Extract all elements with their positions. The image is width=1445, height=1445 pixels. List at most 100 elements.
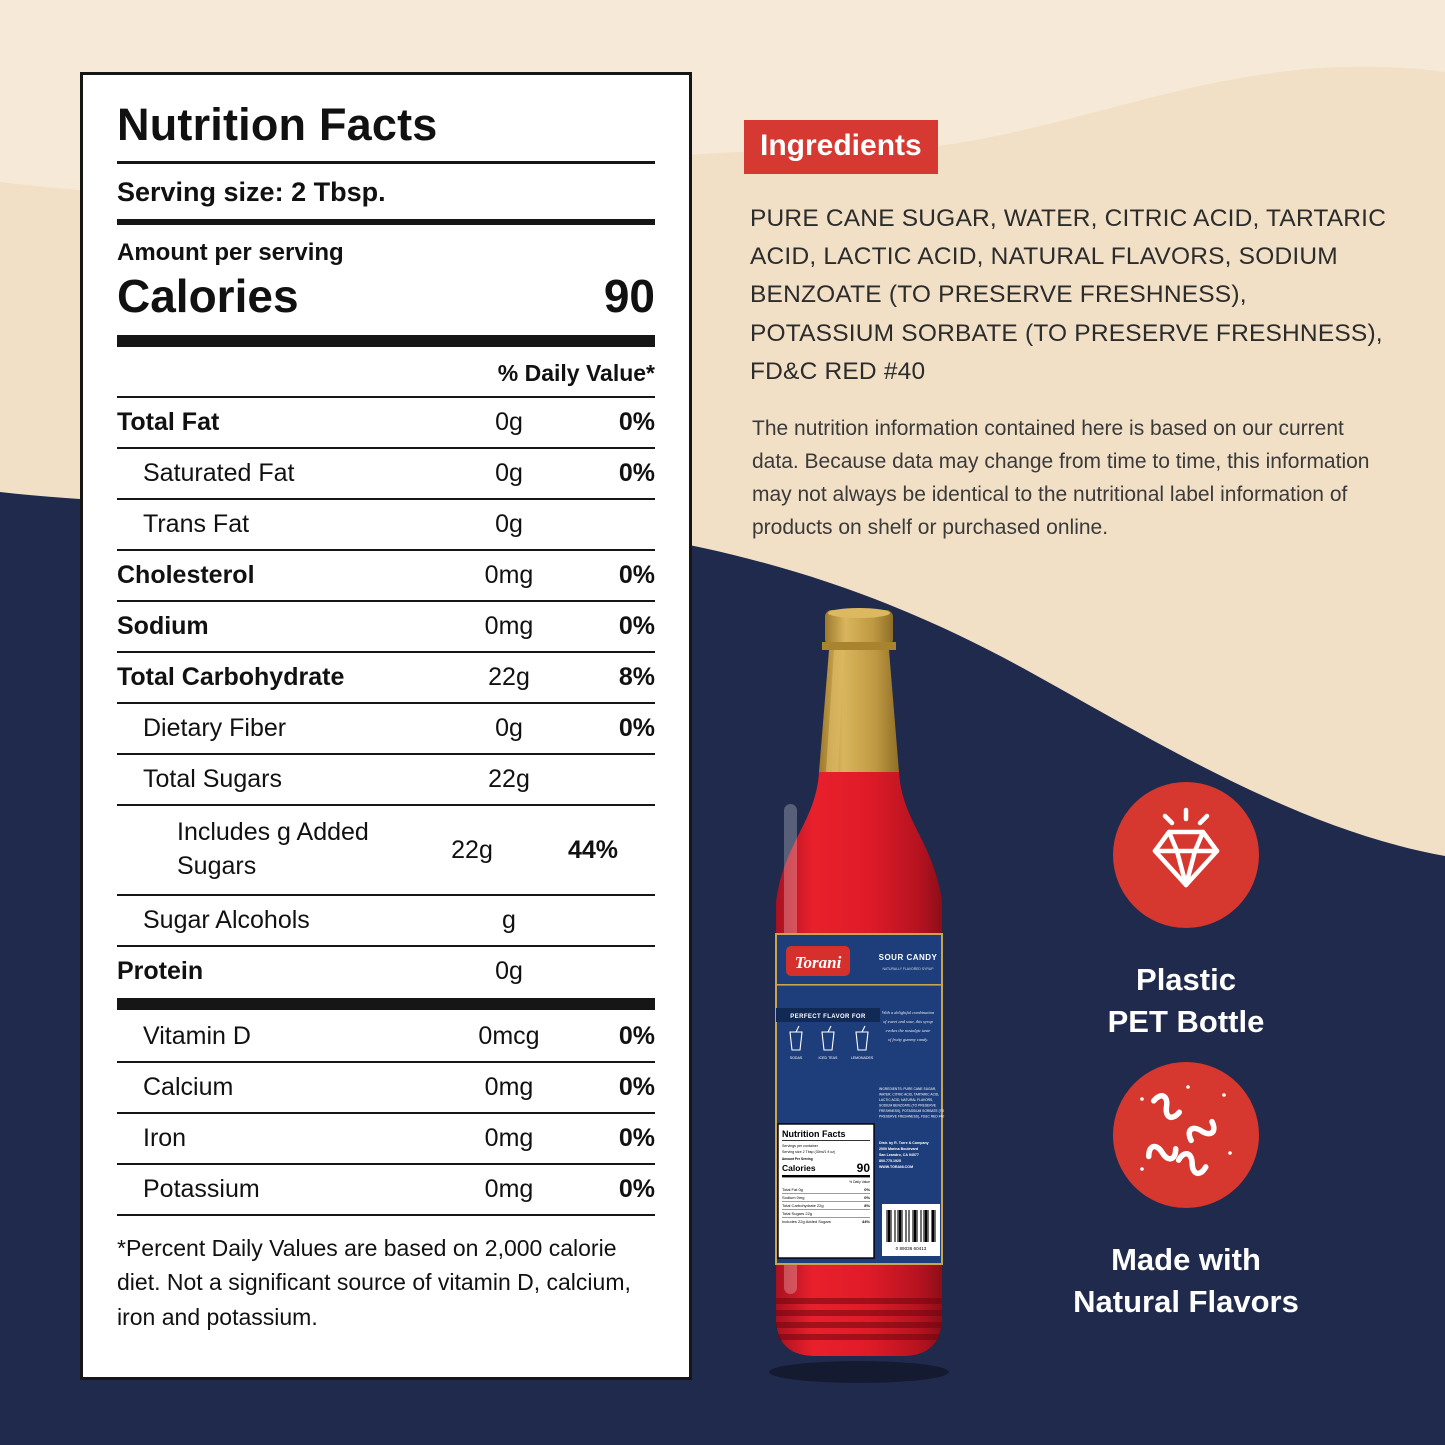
svg-text:WATER, CITRIC ACID, TARTARIC A: WATER, CITRIC ACID, TARTARIC ACID, (879, 1093, 939, 1097)
row-amount: 0g (495, 714, 523, 743)
row-dv: 0% (618, 714, 655, 743)
svg-text:of fruity gummy candy.: of fruity gummy candy. (888, 1037, 928, 1042)
svg-text:Total Fat 0g: Total Fat 0g (782, 1187, 803, 1192)
nutrition-row-iron: Iron 0mg 0% (117, 1114, 655, 1165)
flavor-for-band: PERFECT FLAVOR FOR (776, 1008, 880, 1022)
svg-text:evokes the nostalgic taste: evokes the nostalgic taste (886, 1028, 931, 1033)
row-dv: 44% (567, 835, 618, 864)
row-label: Calcium (143, 1072, 234, 1101)
svg-text:0%: 0% (864, 1195, 870, 1200)
svg-text:Distr. by R. Torre & Company: Distr. by R. Torre & Company (879, 1141, 929, 1145)
calories-label: Calories (117, 270, 299, 323)
mini-row-separators (782, 1193, 870, 1218)
svg-text:With a delightful combination: With a delightful combination (882, 1010, 935, 1015)
mini-rows: Total Fat 0g 0% Sodium 0mg 0% Total Carb… (782, 1187, 870, 1224)
row-dv: 0% (618, 408, 655, 437)
flavor-for-text: PERFECT FLAVOR FOR (790, 1014, 866, 1020)
bottle-brand-band: Torani (786, 946, 850, 976)
row-amount: g (502, 905, 516, 934)
mini-serving-size: Serving size 2 Tbsp (30ml/1 fl oz) (782, 1150, 835, 1154)
flavor-description: With a delightful combination of sweet a… (882, 1010, 935, 1042)
row-label: Dietary Fiber (143, 714, 287, 743)
svg-text:Sodium 0mg: Sodium 0mg (782, 1195, 804, 1200)
drink-icons (789, 1025, 869, 1051)
nutrition-row-sodium: Sodium 0mg 0% (117, 602, 655, 654)
use-label-sodas: SODAS (790, 1056, 803, 1060)
gummy-worms-icon (1113, 1062, 1259, 1208)
row-amount: 0g (495, 408, 523, 437)
calories-value: 90 (603, 270, 655, 323)
svg-text:2000 Marina Boulevard: 2000 Marina Boulevard (879, 1147, 918, 1151)
row-dv: 0% (618, 612, 655, 641)
bottle-flavor-text: SOUR CANDY (879, 953, 938, 962)
row-amount: 0mg (484, 1174, 534, 1203)
label-ingredients-block: INGREDIENTS: PURE CANE SUGAR, WATER, CIT… (879, 1087, 945, 1119)
row-amount: 0mcg (478, 1021, 540, 1050)
use-label-lemonades: LEMONADES (851, 1056, 874, 1060)
feature-natural-flavors: Made with Natural Flavors (1063, 1062, 1309, 1323)
nutrition-row-calcium: Calcium 0mg 0% (117, 1063, 655, 1114)
svg-text:Includes 22g Added Sugars: Includes 22g Added Sugars (782, 1219, 831, 1224)
serving-size: Serving size: 2 Tbsp. (117, 177, 386, 208)
mini-calories-value: 90 (857, 1161, 871, 1175)
nutrition-row-sugar-alcohols: Sugar Alcohols g (117, 896, 655, 947)
barcode-digits: 0 89036 60413 (896, 1246, 927, 1251)
row-amount: 0g (495, 956, 523, 985)
svg-text:San Leandro, CA 94577: San Leandro, CA 94577 (879, 1153, 919, 1157)
mini-dv-header: % Daily Value (849, 1180, 870, 1184)
nutrition-row-potassium: Potassium 0mg 0% (117, 1165, 655, 1216)
row-amount: 22g (488, 765, 530, 794)
svg-text:0%: 0% (864, 1187, 870, 1192)
svg-text:800.775.1925: 800.775.1925 (879, 1159, 901, 1163)
row-label: Total Carbohydrate (117, 663, 345, 692)
row-label: Iron (143, 1123, 187, 1152)
nutrition-row-dietary-fiber: Dietary Fiber 0g 0% (117, 704, 655, 756)
row-dv: 0% (618, 459, 655, 488)
nutrition-row-total-sugars: Total Sugars 22g (117, 755, 655, 807)
row-label: Total Fat (117, 408, 220, 437)
svg-text:Total Carbohydrate 22g: Total Carbohydrate 22g (782, 1203, 824, 1208)
row-amount: 0mg (484, 1072, 534, 1101)
row-amount: 0mg (484, 1123, 534, 1152)
nutrition-row-cholesterol: Cholesterol 0mg 0% (117, 551, 655, 603)
nutrition-row-total-fat: Total Fat 0g 0% (117, 398, 655, 450)
svg-text:44%: 44% (862, 1219, 870, 1224)
row-label: Potassium (143, 1174, 260, 1203)
nutrition-row-total-carbohydrate: Total Carbohydrate 22g 8% (117, 653, 655, 705)
row-label: Sodium (117, 612, 209, 641)
svg-text:Total Sugars 22g: Total Sugars 22g (782, 1211, 812, 1216)
mini-amount-per: Amount Per Serving (782, 1157, 813, 1161)
daily-value-header: % Daily Value* (117, 349, 655, 399)
barcode: 0 89036 60413 (882, 1204, 940, 1256)
distributor-block: Distr. by R. Torre & Company 2000 Marina… (879, 1141, 929, 1169)
mini-title: Nutrition Facts (782, 1129, 846, 1139)
row-label: Includes g Added Sugars (177, 818, 369, 880)
bottle-flavor-subtext: NATURALLY FLAVORED SYRUP (883, 967, 935, 971)
nutrition-row-trans-fat: Trans Fat 0g (117, 500, 655, 552)
svg-text:LACTIC ACID, NATURAL FLAVORS,: LACTIC ACID, NATURAL FLAVORS, (879, 1098, 933, 1102)
product-bottle: Torani SOUR CANDY NATURALLY FLAVORED SYR… (766, 604, 952, 1386)
row-dv: 0% (618, 1021, 655, 1050)
nutrition-title: Nutrition Facts (117, 99, 438, 150)
row-amount: 0g (495, 459, 523, 488)
bottle-label: Torani SOUR CANDY NATURALLY FLAVORED SYR… (775, 933, 945, 1265)
nutrition-row-protein: Protein 0g (117, 947, 655, 996)
mini-servings: Servings per container (782, 1144, 819, 1148)
row-label: Protein (117, 956, 204, 985)
ingredients-text: PURE CANE SUGAR, WATER, CITRIC ACID, TAR… (750, 205, 1387, 385)
row-amount: 0mg (484, 612, 534, 641)
row-label: Saturated Fat (143, 459, 295, 488)
row-label: Trans Fat (143, 510, 250, 539)
svg-text:INGREDIENTS: PURE CANE SUGAR,: INGREDIENTS: PURE CANE SUGAR, (879, 1087, 936, 1091)
divider (117, 219, 655, 226)
row-dv: 0% (618, 1174, 655, 1203)
feature-label: Made with Natural Flavors (1073, 1242, 1299, 1319)
nutrition-row-saturated-fat: Saturated Fat 0g 0% (117, 449, 655, 501)
row-amount: 22g (451, 835, 493, 864)
amount-per-serving: Amount per serving (117, 239, 344, 267)
row-label: Sugar Alcohols (143, 905, 310, 934)
svg-text:of sweet and sour, this syrup: of sweet and sour, this syrup (883, 1019, 934, 1025)
row-amount: 22g (488, 663, 530, 692)
use-label-iced-teas: ICED TEAS (819, 1056, 839, 1060)
